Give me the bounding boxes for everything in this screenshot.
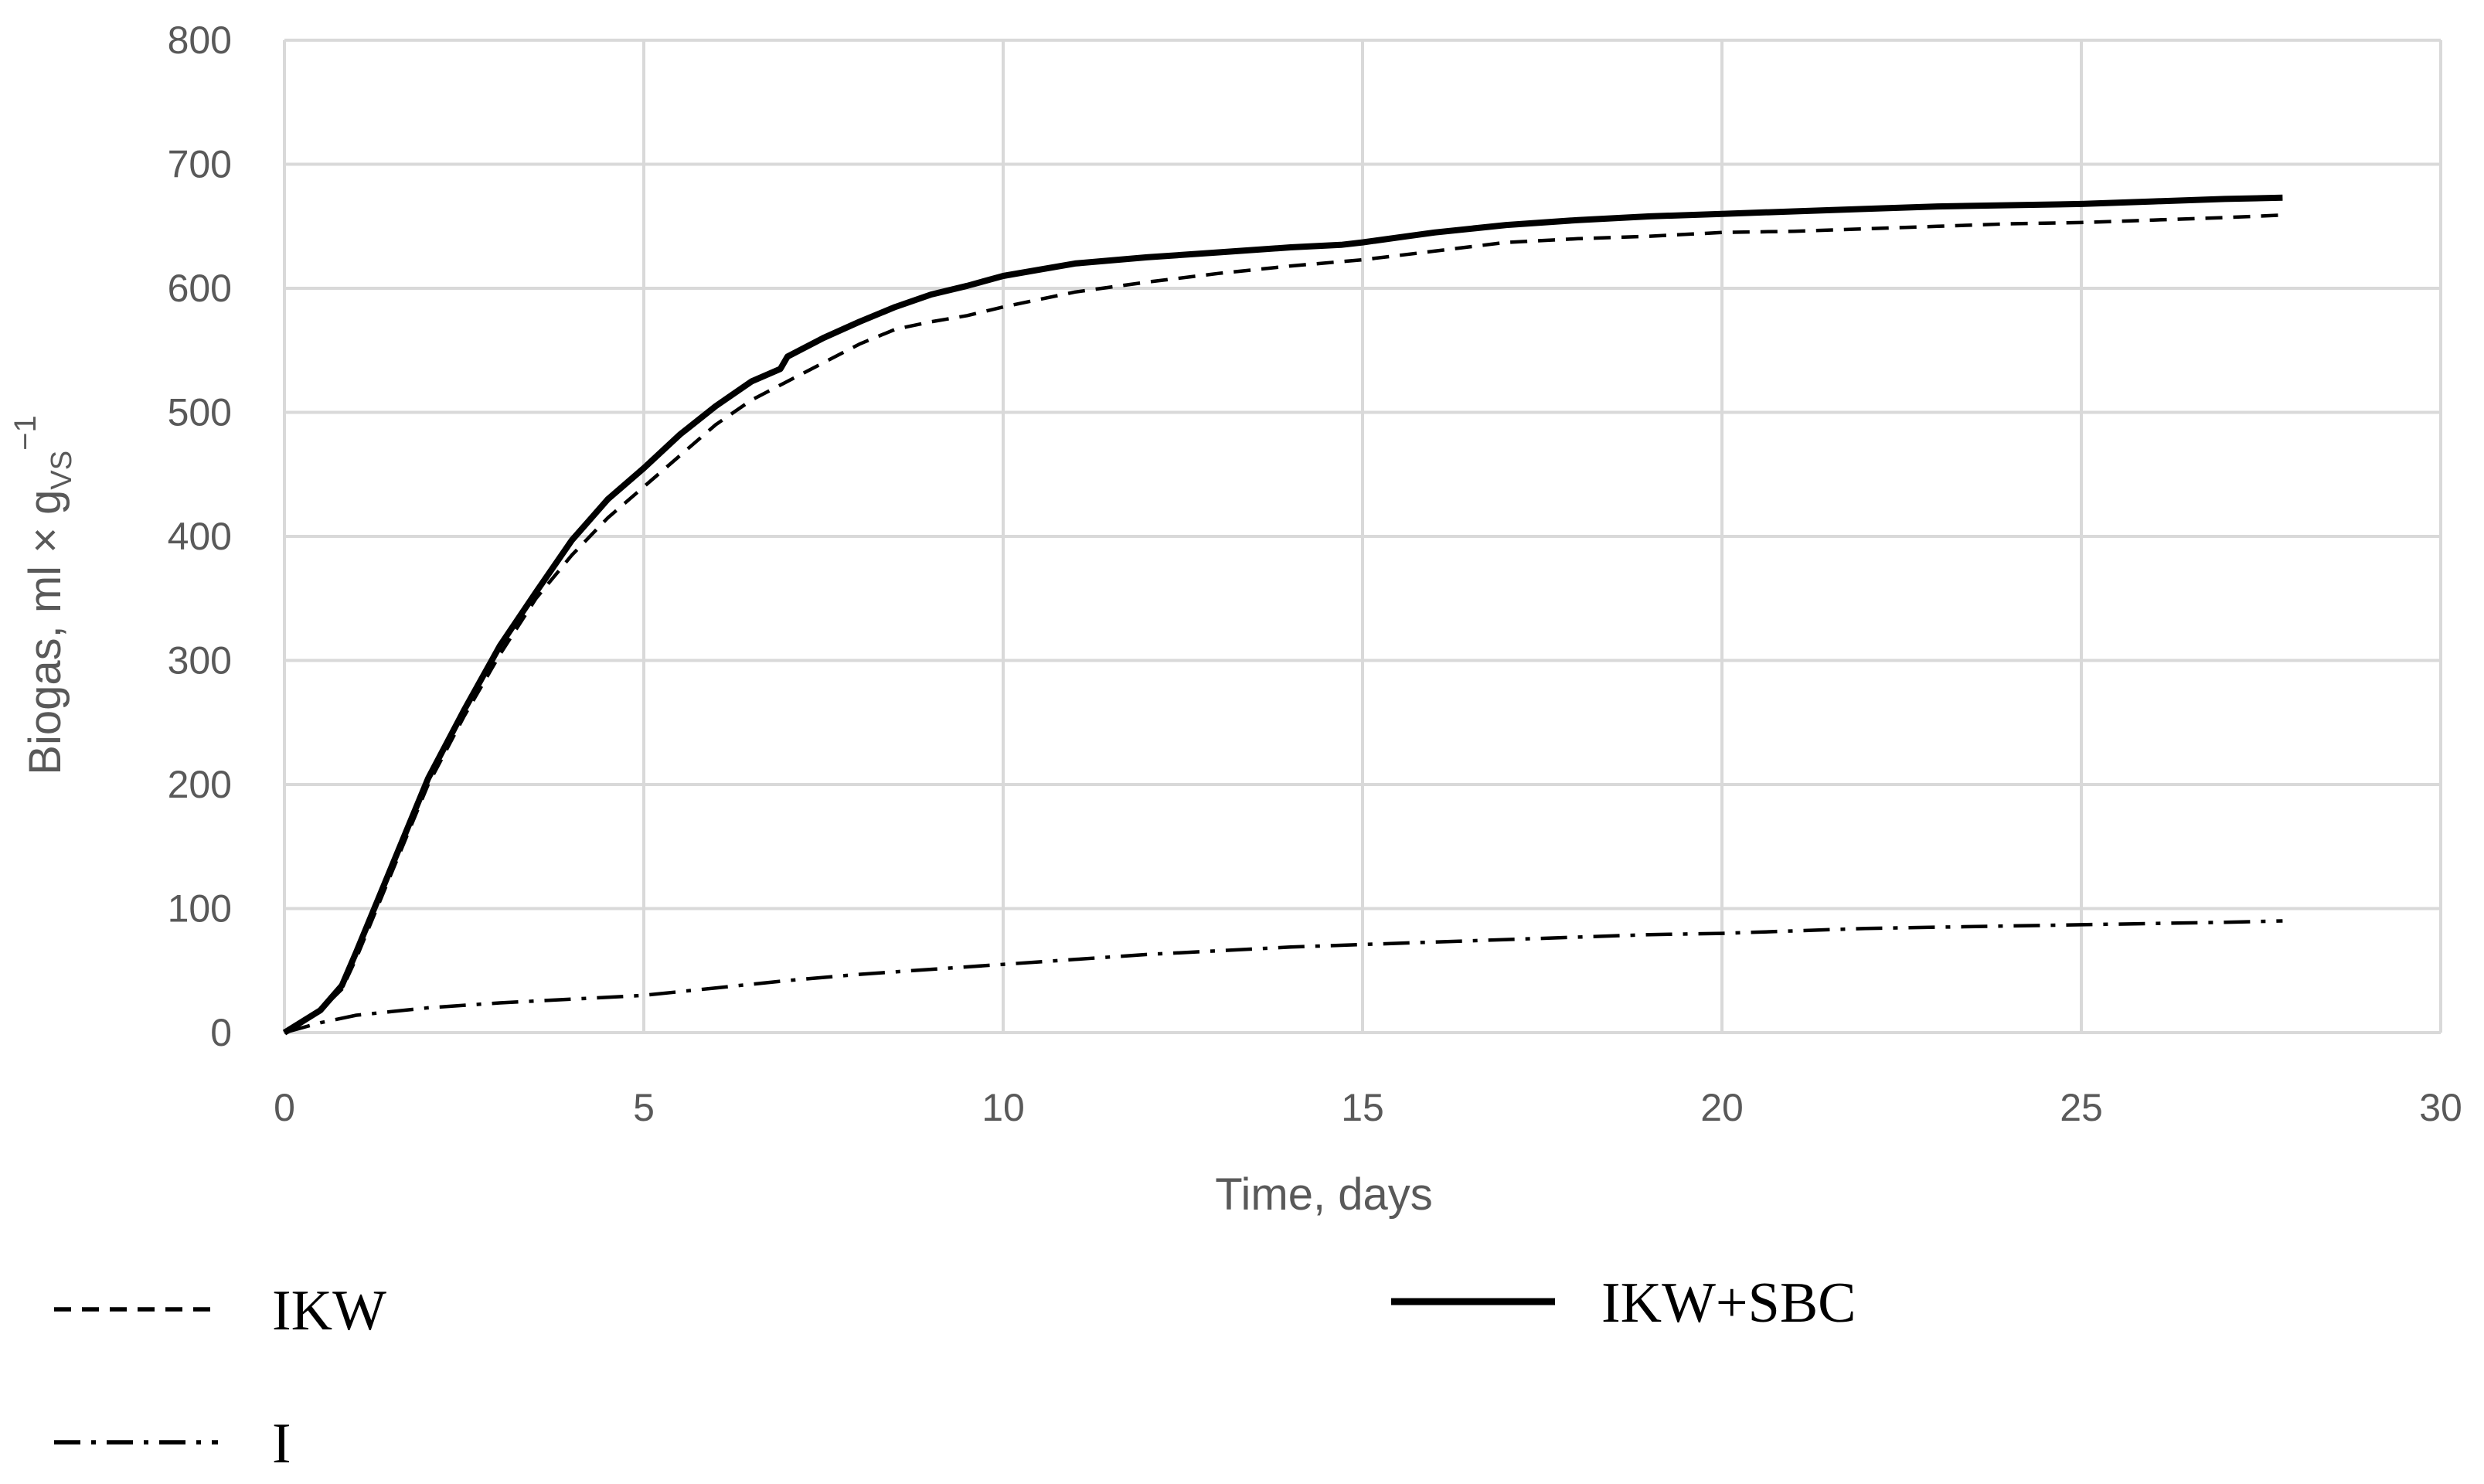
x-tick-label: 10 (982, 1086, 1025, 1129)
y-tick-label: 600 (168, 267, 232, 310)
y-axis-title-group: Biogas, ml × gVS−1 (9, 415, 78, 774)
y-axis-title-subscript: VS (46, 451, 78, 490)
y-axis-title-main: Biogas, ml × g (20, 490, 70, 775)
y-tick-label: 200 (168, 763, 232, 806)
y-axis-title: Biogas, ml × gVS−1 (9, 415, 78, 774)
y-tick-label: 700 (168, 143, 232, 186)
y-tick-label: 500 (168, 391, 232, 434)
series-lines (282, 194, 2283, 1036)
legend-label-ikw-sbc: IKW+SBC (1601, 1271, 1856, 1335)
x-axis-title: Time, days (1215, 1169, 1432, 1220)
grid (283, 39, 2442, 1034)
x-tick-label: 30 (2419, 1086, 2462, 1129)
x-tick-label: 20 (1700, 1086, 1744, 1129)
legend-label-ikw: IKW (272, 1279, 386, 1343)
x-tick-label: 25 (2060, 1086, 2103, 1129)
x-tick-label: 15 (1341, 1086, 1384, 1129)
y-tick-label: 800 (168, 19, 232, 62)
y-tick-label: 100 (168, 887, 232, 931)
series-line-ikw (283, 213, 2283, 1034)
x-tick-label: 5 (633, 1086, 655, 1129)
legend: IKW IKW+SBC I (54, 1271, 1856, 1475)
y-tick-label: 300 (168, 639, 232, 682)
y-tick-label: 0 (210, 1011, 232, 1054)
x-tick-label: 0 (274, 1086, 295, 1129)
series-line-ikw-sbc (282, 194, 2283, 1036)
series-line-i (284, 919, 2283, 1035)
y-tick-labels: 0 100 200 300 400 500 600 700 800 (168, 19, 232, 1054)
y-axis-title-superscript: −1 (9, 415, 43, 451)
y-tick-label: 400 (168, 515, 232, 558)
x-tick-labels: 0 5 10 15 20 25 30 (274, 1086, 2462, 1129)
legend-label-i: I (272, 1412, 291, 1475)
